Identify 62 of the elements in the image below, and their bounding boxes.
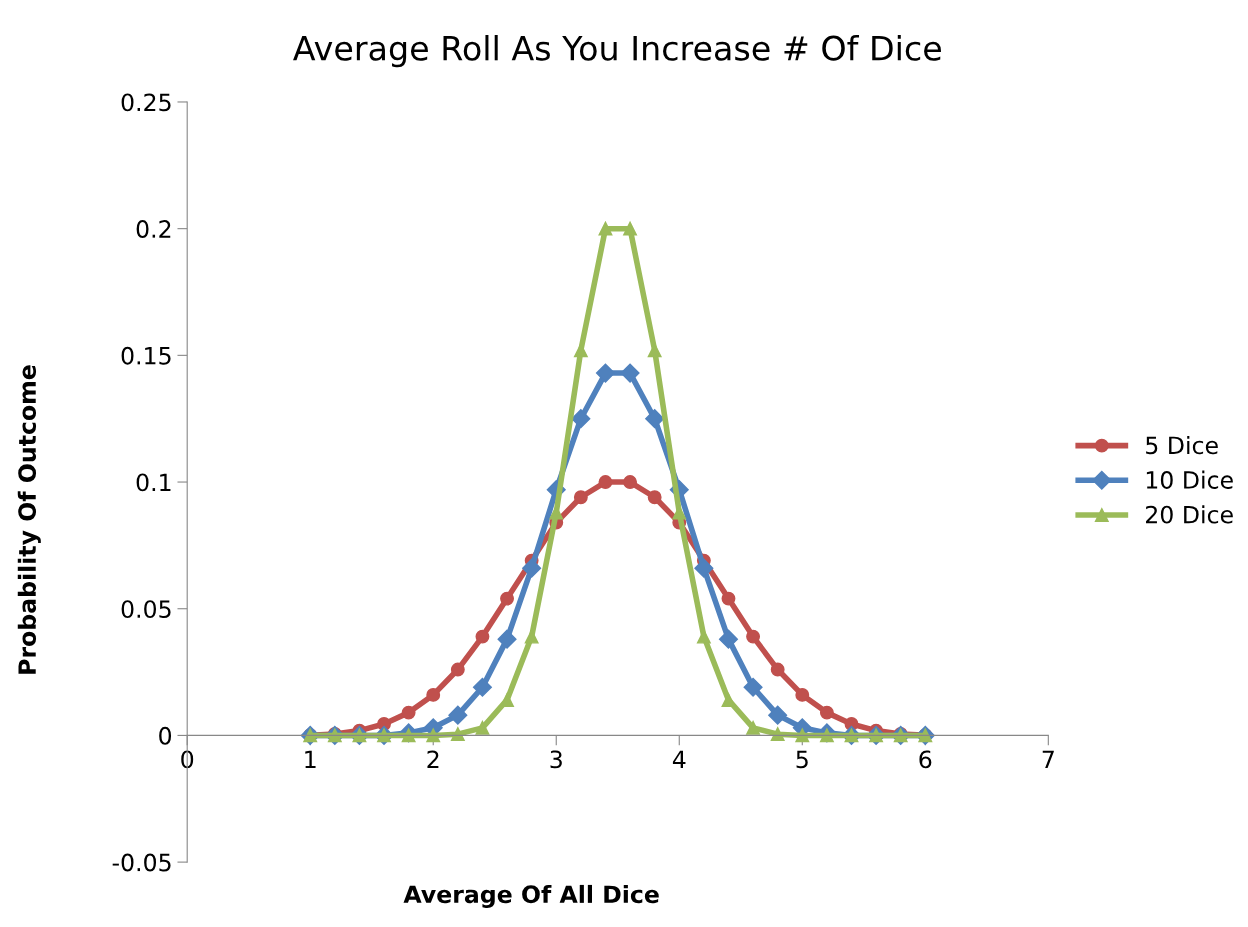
x-tick-label: 4 bbox=[672, 750, 686, 768]
y-axis-title: Probability Of Outcome bbox=[17, 365, 41, 674]
x-tick-label: 1 bbox=[305, 750, 316, 768]
point bbox=[500, 591, 514, 606]
point bbox=[623, 475, 638, 489]
point bbox=[819, 728, 834, 743]
x-tick-label: 0 bbox=[181, 750, 194, 769]
point bbox=[598, 221, 613, 236]
point bbox=[770, 662, 785, 677]
point bbox=[647, 490, 662, 505]
point bbox=[694, 558, 714, 578]
legend-label: 20 Dice bbox=[1146, 505, 1233, 524]
point bbox=[571, 409, 591, 429]
point bbox=[743, 677, 763, 697]
point bbox=[573, 490, 588, 505]
point bbox=[768, 705, 788, 725]
y-tick-label: 0.1 bbox=[136, 473, 171, 492]
point bbox=[645, 409, 665, 429]
x-tick-label: 2 bbox=[427, 750, 439, 768]
point bbox=[426, 687, 441, 702]
point bbox=[746, 720, 761, 735]
point bbox=[595, 363, 615, 383]
point bbox=[795, 687, 810, 702]
point bbox=[401, 728, 416, 743]
point bbox=[620, 363, 640, 383]
point bbox=[401, 705, 416, 720]
point bbox=[598, 475, 613, 489]
point bbox=[497, 629, 517, 649]
point bbox=[721, 693, 736, 707]
point bbox=[647, 343, 662, 358]
x-tick-label: 5 bbox=[796, 750, 808, 769]
point bbox=[522, 558, 542, 578]
x-tick-label: 6 bbox=[919, 750, 932, 769]
point bbox=[426, 728, 441, 743]
point bbox=[746, 629, 761, 644]
y-tick-label: 0.15 bbox=[121, 346, 171, 365]
chart-title: Average Roll As You Increase # Of Dice bbox=[293, 34, 941, 68]
point bbox=[472, 677, 492, 697]
point bbox=[450, 727, 465, 742]
x-axis-title: Average Of All Dice bbox=[403, 884, 659, 908]
legend-label: 5 Dice bbox=[1146, 435, 1218, 455]
point bbox=[475, 720, 490, 735]
y-tick-label: 0.2 bbox=[136, 220, 171, 238]
point bbox=[721, 591, 736, 606]
point bbox=[475, 629, 490, 644]
x-tick-label: 3 bbox=[550, 750, 562, 769]
point bbox=[696, 629, 711, 644]
legend-label: 10 Dice bbox=[1146, 470, 1233, 489]
point bbox=[450, 662, 465, 677]
point bbox=[448, 705, 468, 725]
point bbox=[500, 693, 514, 707]
y-tick-label: -0.05 bbox=[112, 853, 171, 872]
point bbox=[623, 221, 638, 236]
y-tick-label: 0 bbox=[159, 726, 172, 745]
y-tick-label: 0.25 bbox=[121, 93, 171, 112]
point bbox=[819, 705, 834, 720]
point bbox=[770, 727, 785, 742]
point bbox=[718, 629, 739, 649]
point bbox=[573, 343, 588, 358]
point bbox=[795, 728, 810, 743]
x-tick-label: 7 bbox=[1042, 750, 1054, 768]
y-tick-label: 0.05 bbox=[121, 600, 171, 619]
